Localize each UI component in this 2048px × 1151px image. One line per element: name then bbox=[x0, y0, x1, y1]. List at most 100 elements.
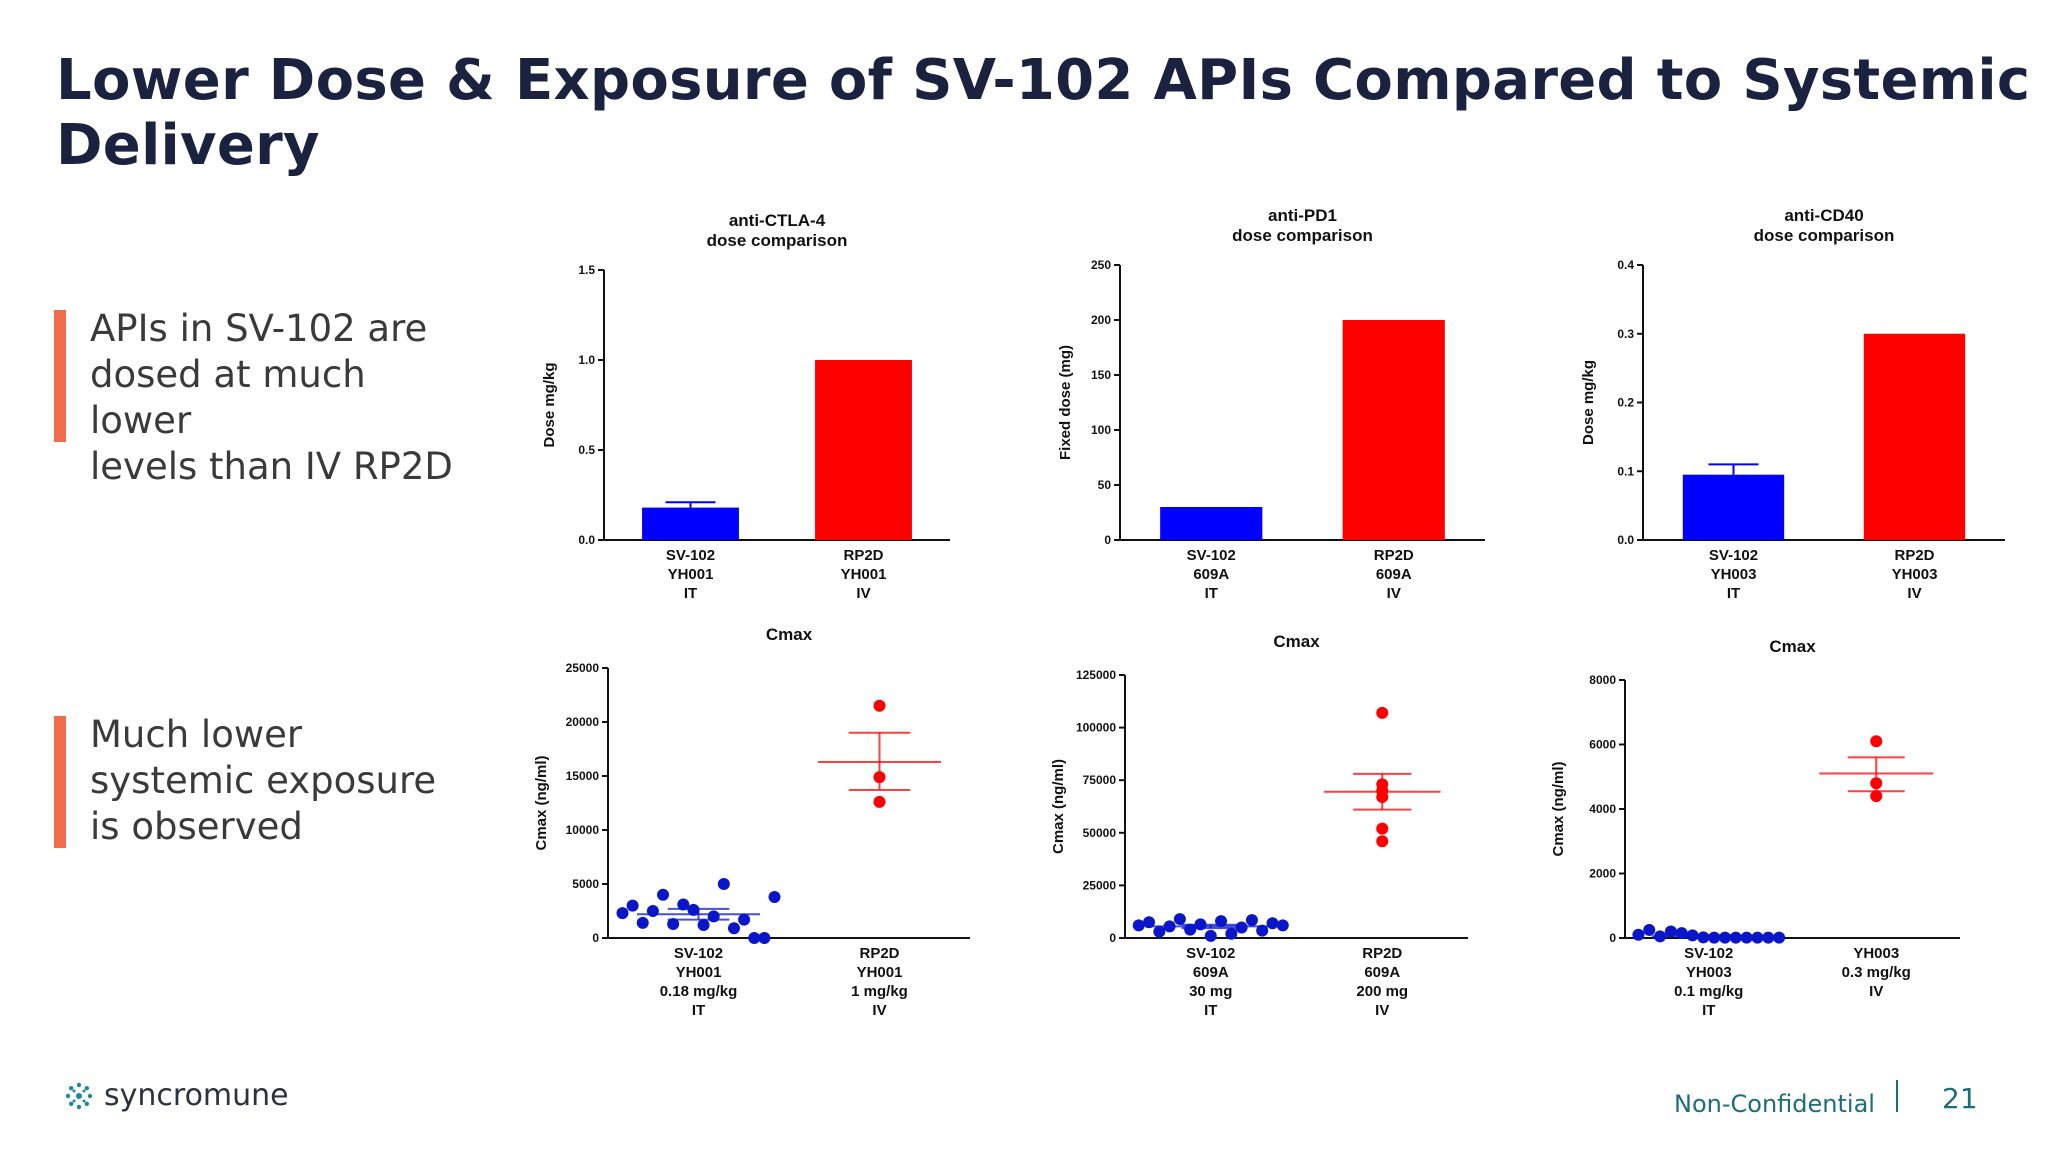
x-category-label: RP2D YH003 IV bbox=[1892, 547, 1938, 602]
data-point bbox=[626, 899, 639, 912]
y-tick-label: 10000 bbox=[566, 823, 600, 837]
y-tick-label: 0 bbox=[1609, 931, 1616, 945]
y-tick-label: 0 bbox=[1104, 533, 1111, 547]
chart-title: Cmax bbox=[766, 625, 813, 644]
footer-divider bbox=[1896, 1080, 1898, 1112]
y-tick-label: 6000 bbox=[1589, 738, 1616, 752]
x-category-label: SV-102 YH001 IT bbox=[666, 547, 715, 602]
data-point bbox=[616, 907, 629, 920]
y-tick-label: 4000 bbox=[1589, 802, 1616, 816]
x-category-label: SV-102 609A 30 mg IT bbox=[1186, 945, 1235, 1019]
y-tick-label: 0.0 bbox=[578, 533, 595, 547]
data-point bbox=[657, 888, 670, 901]
data-point bbox=[1245, 914, 1258, 927]
y-tick-label: 0.0 bbox=[1617, 533, 1634, 547]
y-tick-label: 0 bbox=[1109, 931, 1116, 945]
y-tick-label: 0.1 bbox=[1617, 464, 1634, 478]
bar bbox=[815, 360, 912, 540]
data-point bbox=[1740, 931, 1753, 944]
y-axis-label: Cmax (ng/ml) bbox=[533, 755, 550, 850]
y-tick-label: 0.5 bbox=[578, 443, 595, 457]
y-tick-label: 0.2 bbox=[1617, 396, 1634, 410]
data-point bbox=[758, 932, 771, 944]
y-tick-label: 1.5 bbox=[578, 263, 595, 277]
y-tick-label: 8000 bbox=[1589, 673, 1616, 687]
x-category-label: RP2D YH001 IV bbox=[841, 547, 887, 602]
data-point bbox=[1376, 835, 1389, 848]
chart-svg: anti-PD1 dose comparison 0 50 100 150 200 250 Fi… bbox=[1057, 206, 1485, 602]
bullet-text: APIs in SV-102 are dosed at much lower l… bbox=[90, 307, 453, 488]
data-point bbox=[873, 699, 886, 712]
chart-ctla4-dose: anti-CTLA-4 dose comparison 0.0 0.5 1.0 1.5 Do… bbox=[540, 205, 980, 615]
y-tick-label: 250 bbox=[1091, 258, 1111, 272]
y-tick-label: 0 bbox=[592, 931, 599, 945]
data-point bbox=[1266, 917, 1279, 930]
y-tick-label: 15000 bbox=[566, 769, 600, 783]
chart-title: Cmax bbox=[1273, 632, 1320, 651]
y-tick-label: 50 bbox=[1098, 478, 1112, 492]
bar bbox=[1342, 320, 1445, 540]
data-point bbox=[1751, 931, 1764, 944]
data-point bbox=[687, 903, 700, 916]
chart-svg: Cmax 0 25000 50000 75000 100000 125000 Cmax (ng… bbox=[1050, 632, 1468, 1019]
data-point bbox=[768, 890, 781, 903]
data-point bbox=[1143, 916, 1156, 929]
y-tick-label: 0.3 bbox=[1617, 327, 1634, 341]
y-tick-label: 50000 bbox=[1083, 826, 1117, 840]
data-point bbox=[1376, 706, 1389, 719]
chart-title: Cmax bbox=[1769, 637, 1816, 656]
data-point bbox=[738, 913, 751, 926]
chart-svg: Cmax 0 5000 10000 15000 20000 25000 Cmax (ng/ml… bbox=[533, 625, 970, 1019]
bullet-accent-bar bbox=[54, 310, 66, 442]
data-point bbox=[717, 878, 730, 890]
data-point bbox=[1376, 822, 1389, 835]
data-point bbox=[667, 917, 680, 930]
x-category-label: SV-102 YH003 IT bbox=[1709, 547, 1758, 602]
x-category-label: SV-102 YH001 0.18 mg/kg IT bbox=[660, 945, 738, 1019]
data-point bbox=[1643, 923, 1656, 936]
data-point bbox=[727, 922, 740, 935]
chart-title: anti-CTLA-4 dose comparison bbox=[707, 211, 848, 250]
chart-pd1-dose: anti-PD1 dose comparison 0 50 100 150 200 250 Fi… bbox=[1057, 195, 1500, 605]
x-category-label: RP2D 609A IV bbox=[1374, 547, 1414, 602]
y-axis-label: Dose mg/kg bbox=[541, 362, 558, 447]
data-point bbox=[1664, 925, 1677, 938]
data-point bbox=[677, 898, 690, 911]
y-tick-label: 150 bbox=[1091, 368, 1111, 382]
data-point bbox=[1225, 927, 1238, 940]
data-point bbox=[748, 932, 761, 944]
company-logo: syncromune bbox=[62, 1078, 289, 1113]
data-point bbox=[1256, 924, 1269, 937]
y-tick-label: 125000 bbox=[1076, 668, 1116, 682]
y-tick-label: 20000 bbox=[566, 715, 600, 729]
bullet-dose: APIs in SV-102 are dosed at much lower l… bbox=[54, 306, 474, 488]
chart-pd1-cmax: Cmax 0 25000 50000 75000 100000 125000 Cmax (ng… bbox=[1050, 625, 1495, 1045]
chart-ctla4-cmax: Cmax 0 5000 10000 15000 20000 25000 Cmax (ng/ml… bbox=[533, 620, 980, 1040]
data-point bbox=[873, 795, 886, 808]
x-category-label: RP2D YH001 1 mg/kg IV bbox=[851, 945, 908, 1019]
data-point bbox=[1153, 925, 1166, 938]
data-point bbox=[1276, 919, 1289, 932]
y-tick-label: 200 bbox=[1091, 313, 1111, 327]
y-tick-label: 5000 bbox=[572, 877, 599, 891]
data-point bbox=[1870, 735, 1883, 748]
bullet-text: Much lower systemic exposure is observed bbox=[90, 713, 437, 848]
y-tick-label: 2000 bbox=[1589, 867, 1616, 881]
x-category-label: SV-102 YH003 0.1 mg/kg IT bbox=[1674, 945, 1743, 1019]
chart-title: anti-CD40 dose comparison bbox=[1754, 206, 1895, 245]
data-point bbox=[1870, 790, 1883, 803]
x-category-label: SV-102 609A IT bbox=[1187, 547, 1236, 602]
y-axis-label: Fixed dose (mg) bbox=[1057, 345, 1074, 460]
chart-cd40-cmax: Cmax 0 2000 4000 6000 8000 Cmax (ng/ml) SV-102 Y… bbox=[1550, 630, 2000, 1050]
bar bbox=[642, 507, 739, 540]
chart-svg: anti-CD40 dose comparison 0.0 0.1 0.2 0.3 0.4 D… bbox=[1580, 206, 2005, 602]
bar bbox=[1863, 333, 1966, 540]
y-tick-label: 25000 bbox=[566, 661, 600, 675]
chart-svg: anti-CTLA-4 dose comparison 0.0 0.5 1.0 1.5 Do… bbox=[541, 211, 950, 602]
bullet-accent-bar bbox=[54, 716, 66, 848]
y-tick-label: 100000 bbox=[1076, 721, 1116, 735]
data-point bbox=[1632, 928, 1645, 941]
data-point bbox=[1204, 929, 1217, 942]
slide-title: Lower Dose & Exposure of SV-102 APIs Com… bbox=[56, 48, 2031, 178]
y-axis-label: Cmax (ng/ml) bbox=[1550, 761, 1567, 856]
